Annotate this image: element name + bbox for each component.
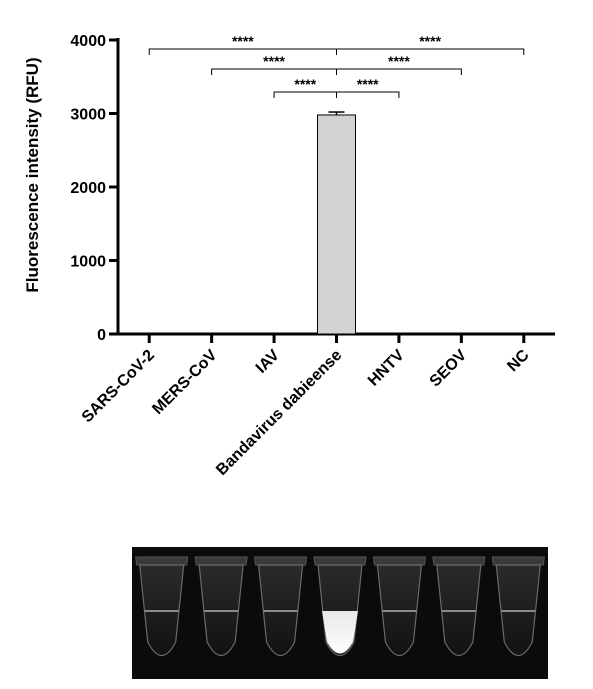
x-tick-label: SARS-CoV-2: [79, 347, 158, 426]
tube-cap: [194, 556, 248, 566]
bar: [317, 114, 356, 335]
bars: [317, 111, 356, 335]
y-tick-label: 0: [97, 327, 106, 344]
tube-cap: [135, 556, 189, 566]
x-tick-label: HNTV: [365, 347, 408, 390]
y-tick-label: 1000: [70, 254, 106, 271]
significance-bracket: [336, 68, 462, 75]
significance-bracket: [336, 91, 400, 98]
significance-bracket: [211, 68, 337, 75]
tube-cap: [313, 556, 367, 566]
tube-cap: [432, 556, 486, 566]
x-tick-label: MERS-CoV: [149, 347, 220, 418]
x-tick-label: NC: [504, 346, 533, 375]
y-tick-label: 2000: [70, 180, 106, 197]
tube-fluorescence-photo: [132, 547, 548, 679]
significance-brackets: **** **** **** **** **** ****: [148, 33, 525, 98]
significance-label: ****: [294, 76, 316, 92]
tube-cap: [372, 556, 426, 566]
bar-chart: Fluorescence intensity (RFU) 0 1000 2000 30…: [23, 33, 555, 479]
significance-label: ****: [263, 53, 285, 69]
axes: 0 1000 2000 3000 4000: [70, 33, 555, 344]
tube-fluorescent-liquid: [322, 611, 358, 654]
x-tick-label: IAV: [253, 347, 283, 377]
y-tick-label: 4000: [70, 33, 106, 50]
significance-label: ****: [388, 53, 410, 69]
y-axis-title: Fluorescence intensity (RFU): [23, 57, 42, 292]
significance-bracket: [273, 91, 337, 98]
tube-cap: [254, 556, 308, 566]
x-tick-label: Bandavirus dabieense: [213, 347, 345, 479]
significance-bracket: [148, 48, 337, 55]
x-tick-label: SEOV: [427, 347, 471, 391]
significance-label: ****: [232, 33, 254, 49]
significance-bracket: [336, 48, 525, 55]
tube-cap: [491, 556, 545, 566]
significance-label: ****: [419, 33, 441, 49]
significance-label: ****: [357, 76, 379, 92]
y-tick-label: 3000: [70, 107, 106, 124]
